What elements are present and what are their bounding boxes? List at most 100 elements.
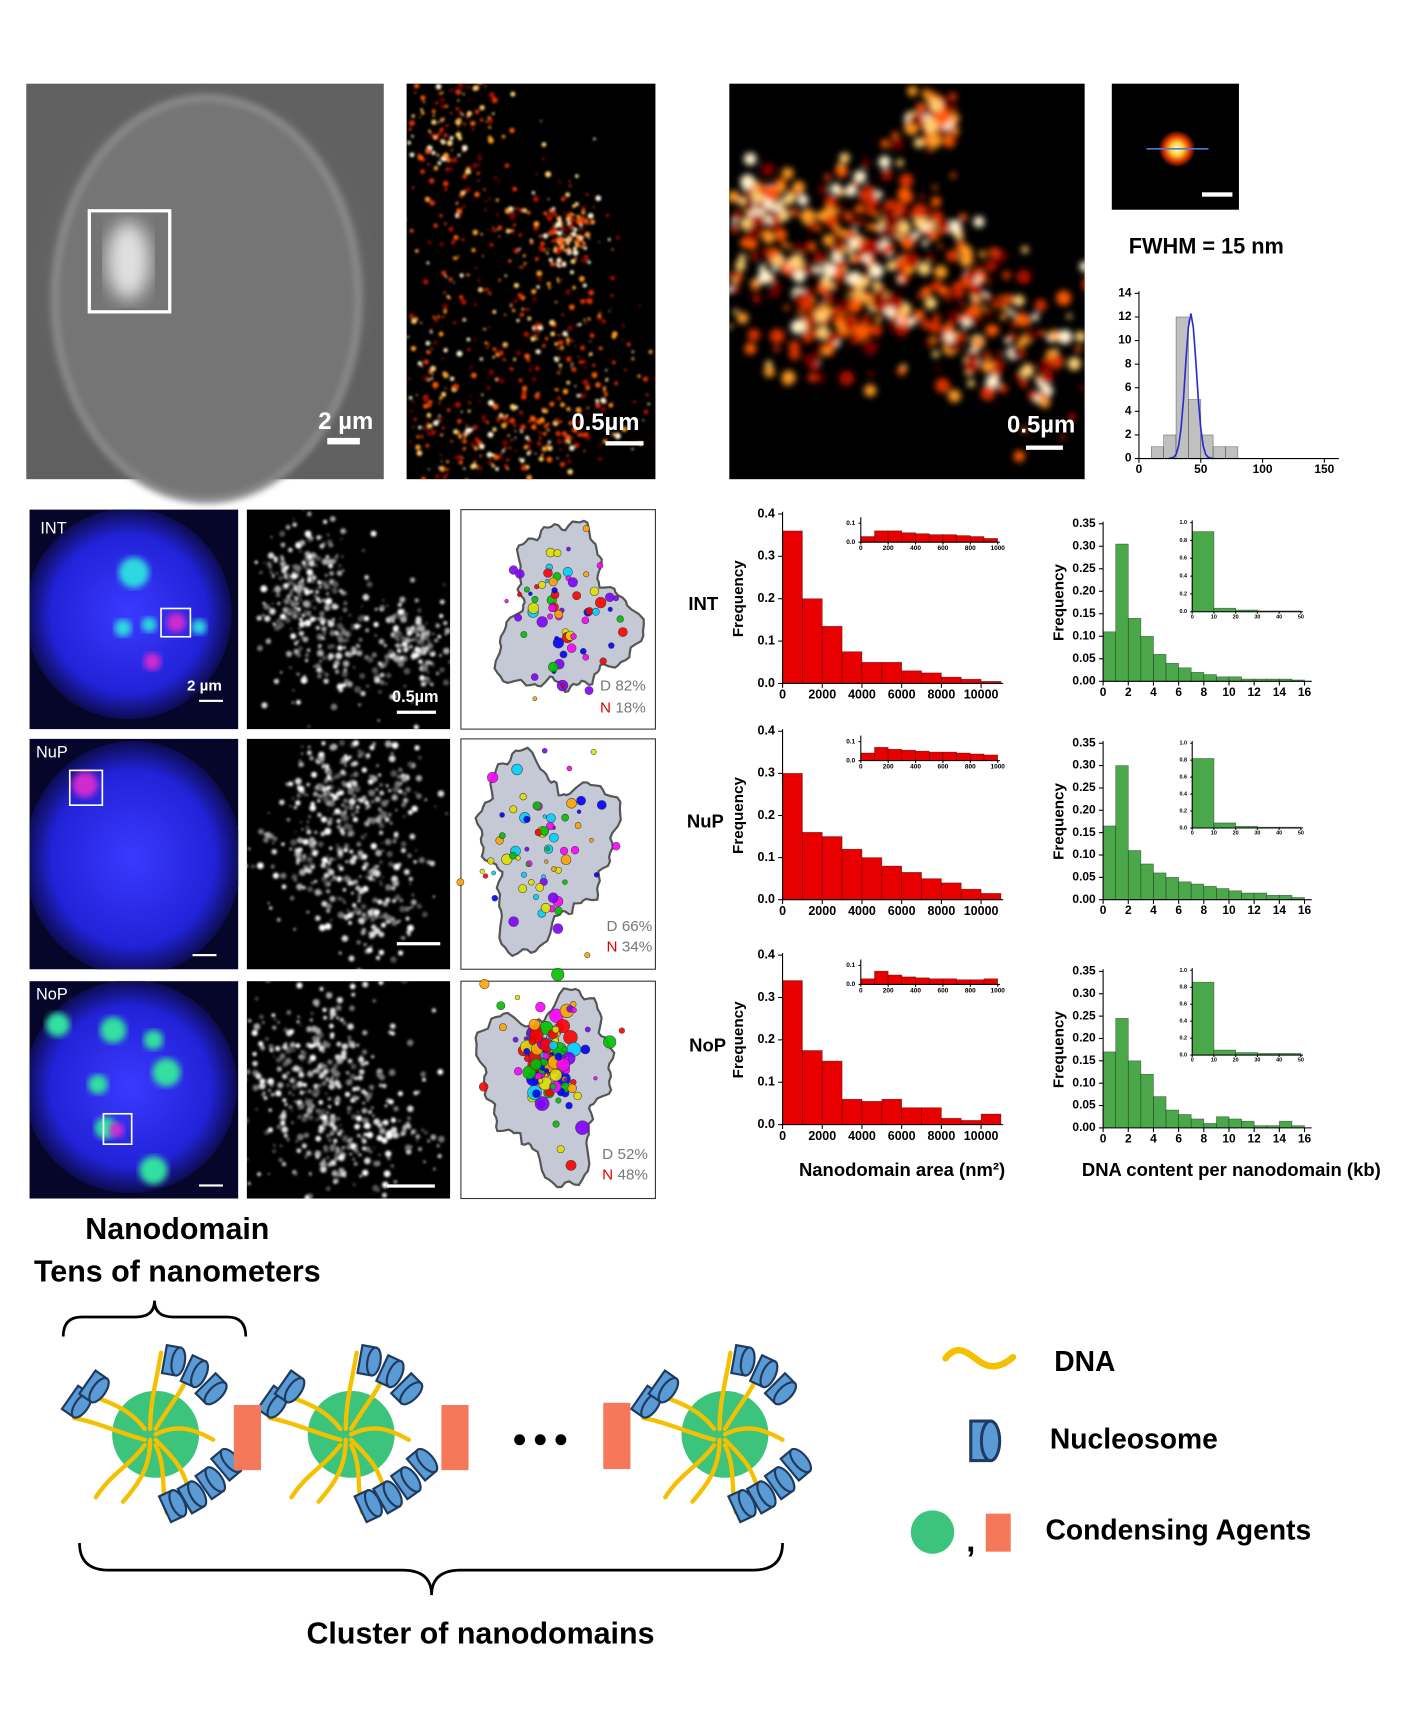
speckle [336, 1041, 342, 1047]
speckle [592, 206, 595, 209]
speckle [935, 366, 940, 371]
nanodomain-dot [540, 902, 551, 914]
y-tick-label: 0.20 [1072, 1031, 1096, 1045]
speckle [350, 627, 354, 631]
speckle [373, 1118, 381, 1126]
zoom-box [160, 607, 192, 638]
bar [1203, 885, 1217, 901]
speckle [415, 619, 422, 626]
speckle [396, 691, 400, 695]
nucleosome [779, 1447, 813, 1482]
speckle [928, 321, 941, 334]
speckle [409, 577, 416, 583]
speckle [295, 1064, 298, 1067]
speckle [355, 809, 359, 814]
d-label: D [600, 678, 611, 695]
speckle [932, 350, 940, 358]
speckle [260, 1045, 266, 1051]
speckle [463, 467, 466, 470]
speckle [614, 433, 621, 440]
dna-strand [343, 1350, 359, 1432]
speckle [608, 403, 614, 408]
speckle [304, 530, 312, 538]
x-tick-label: 6000 [888, 688, 916, 702]
speckle [299, 869, 306, 876]
nanodomain-dot [617, 627, 628, 637]
speckle [813, 265, 823, 275]
speckle [492, 427, 497, 432]
speckle [316, 535, 321, 540]
speckle [546, 429, 549, 432]
scale-bar [199, 699, 223, 702]
speckle [421, 664, 429, 672]
speckle [745, 226, 760, 242]
speckle [342, 660, 350, 667]
speckle [764, 216, 773, 224]
speckle [1034, 299, 1047, 312]
speckle [600, 397, 606, 404]
speckle [559, 420, 563, 424]
speckle [413, 417, 417, 421]
speckle [333, 556, 338, 562]
speckle [505, 228, 511, 234]
y-axis-title: Frequency [1051, 1011, 1068, 1088]
x-tick-label: 14 [1273, 903, 1287, 917]
nanodomain-dot [515, 569, 525, 579]
speckle [867, 370, 874, 378]
speckle [359, 918, 365, 925]
speckle [329, 1159, 337, 1167]
speckle [614, 381, 618, 386]
x-tick-label: 10 [1211, 831, 1217, 837]
speckle [546, 281, 551, 286]
speckle [334, 1054, 341, 1060]
speckle [280, 555, 284, 559]
speckle [456, 493, 461, 498]
speckle [849, 246, 855, 252]
speckle [331, 812, 335, 816]
speckle [337, 896, 342, 901]
nanodomain-dot [596, 800, 607, 810]
speckle [309, 1018, 313, 1022]
speckle [268, 1089, 271, 1092]
speckle [319, 610, 325, 617]
dna-strand [71, 1415, 147, 1442]
speckle [598, 241, 600, 243]
speckle [428, 640, 431, 643]
speckle [345, 1079, 353, 1086]
speckle [566, 250, 570, 254]
dna-strand [722, 1426, 785, 1442]
speckle [351, 891, 354, 895]
speckle [457, 124, 460, 127]
speckle [345, 756, 350, 761]
speckle [498, 413, 504, 418]
speckle [385, 897, 391, 903]
speckle [569, 248, 572, 251]
speckle [631, 357, 635, 361]
speckle [440, 433, 444, 437]
speckle [492, 226, 495, 229]
speckle [512, 423, 517, 428]
speckle [546, 251, 549, 255]
y-tick-label: 12 [1118, 309, 1132, 323]
nucleosome [194, 1466, 227, 1501]
x-tick-label: 2000 [808, 904, 836, 918]
speckle [432, 114, 435, 117]
speckle [407, 924, 414, 932]
speckle [487, 116, 491, 119]
speckle [350, 762, 354, 766]
nanodomain-dot [524, 846, 530, 852]
speckle [424, 630, 431, 636]
speckle [311, 573, 315, 577]
speckle [930, 98, 944, 112]
speckle [575, 323, 579, 327]
y-tick-label: 0.2 [758, 591, 775, 605]
speckle [643, 409, 649, 415]
speckle [290, 1110, 293, 1113]
speckle [301, 1115, 308, 1123]
speckle [366, 1131, 374, 1139]
speckle [347, 651, 353, 658]
speckle [347, 1038, 352, 1043]
speckle [438, 158, 441, 161]
speckle [752, 180, 761, 189]
speckle [346, 847, 349, 850]
